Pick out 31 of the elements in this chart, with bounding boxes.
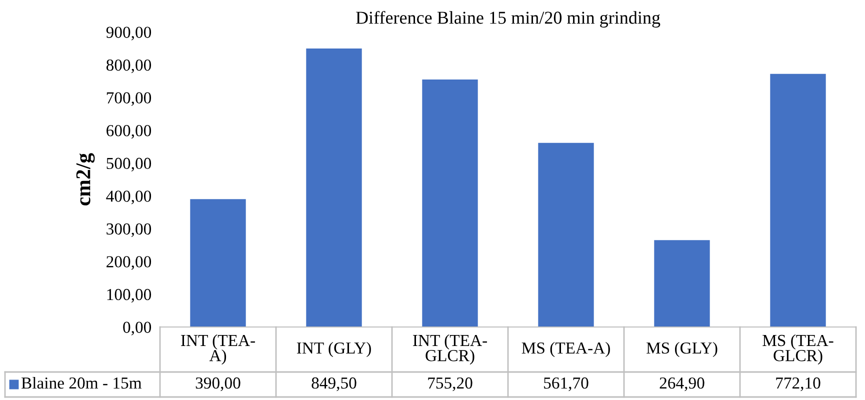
x-tick-label: MS (TEA-GLCR) [762, 334, 834, 365]
data-label: 390,00 [196, 377, 240, 392]
x-tick-label: MS (TEA-A) [522, 342, 610, 358]
bar [654, 240, 710, 327]
bar [538, 142, 594, 327]
y-axis-title: cm2/g [76, 153, 95, 206]
bar [422, 79, 478, 327]
y-tick-label: 400,00 [106, 190, 152, 204]
chart-title: Difference Blaine 15 min/20 min grinding [356, 10, 660, 28]
data-label: 772,10 [776, 377, 820, 392]
legend-label: Blaine 20m - 15m [21, 376, 142, 389]
data-label: 755,20 [428, 377, 472, 392]
y-tick-label: 500,00 [106, 158, 152, 172]
x-tick-label: INT (TEA-GLCR) [413, 334, 487, 365]
x-tick-label: MS (GLY) [646, 342, 718, 358]
y-tick-label: 100,00 [107, 288, 152, 303]
y-tick-label: 900,00 [106, 26, 152, 40]
y-tick-label: 300,00 [106, 223, 152, 238]
y-tick-label: 200,00 [106, 256, 152, 270]
data-label: 264,90 [660, 377, 704, 392]
y-tick-label: 800,00 [106, 59, 152, 74]
x-tick-label: INT (TEA-A) [181, 334, 255, 365]
bar [306, 48, 362, 327]
y-tick-label: 700,00 [106, 92, 152, 106]
y-tick-label: 600,00 [106, 125, 152, 139]
bar [770, 74, 826, 327]
data-label: 561,70 [544, 377, 588, 392]
data-label: 849,50 [312, 377, 356, 392]
x-tick-label: INT (GLY) [296, 342, 371, 358]
y-tick-label: 0,00 [123, 322, 152, 336]
bar [190, 199, 246, 327]
